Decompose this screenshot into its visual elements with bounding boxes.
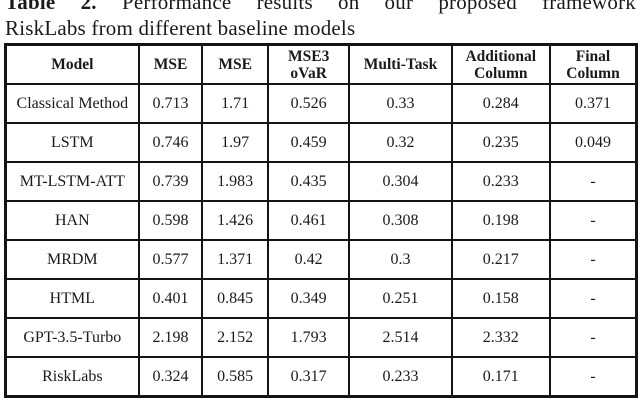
- value-cell: 0.324: [137, 356, 204, 398]
- table-row: LSTM 0.746 1.97 0.459 0.32 0.235 0.049: [4, 122, 638, 163]
- value-cell: 0.158: [450, 278, 552, 319]
- table-caption: Table 2. Performance results on our prop…: [5, 0, 636, 41]
- value-cell: 0.746: [137, 122, 204, 163]
- model-name-cell: HTML: [4, 278, 140, 319]
- value-cell: 0.33: [348, 83, 453, 124]
- value-cell: 1.71: [201, 83, 269, 124]
- value-cell: 0.435: [266, 161, 351, 202]
- value-cell: -: [549, 200, 638, 241]
- value-cell: 0.585: [201, 356, 269, 398]
- value-cell: 0.349: [266, 278, 351, 319]
- value-cell: 0.845: [201, 278, 269, 319]
- column-header: Additional Column: [450, 43, 552, 85]
- table-body: Classical Method 0.713 1.71 0.526 0.33 0.284 0…: [4, 83, 638, 398]
- value-cell: 0.251: [348, 278, 453, 319]
- column-header: Model: [4, 43, 140, 85]
- value-cell: 2.332: [450, 317, 552, 358]
- value-cell: 2.514: [348, 317, 453, 358]
- column-header: Final Column: [549, 43, 638, 85]
- value-cell: 0.42: [266, 239, 351, 280]
- value-cell: 0.049: [549, 122, 638, 163]
- caption-label: Table 2.: [5, 0, 97, 14]
- caption-line-2: RiskLabs from different baseline models: [5, 16, 356, 40]
- column-header: MSE3 oVaR: [266, 43, 351, 85]
- value-cell: 1.371: [201, 239, 269, 280]
- value-cell: 2.198: [137, 317, 204, 358]
- value-cell: 0.217: [450, 239, 552, 280]
- model-name-cell: RiskLabs: [4, 356, 140, 398]
- value-cell: 0.526: [266, 83, 351, 124]
- caption-text: Performance results on our proposed fram…: [121, 0, 636, 14]
- value-cell: 0.304: [348, 161, 453, 202]
- value-cell: 0.401: [137, 278, 204, 319]
- table-row: HTML 0.401 0.845 0.349 0.251 0.158-: [4, 278, 638, 319]
- model-name-cell: MRDM: [4, 239, 140, 280]
- table-row: MRDM 0.577 1.371 0.42 0.3 0.217-: [4, 239, 638, 280]
- table-row: HAN 0.598 1.426 0.461 0.308 0.198-: [4, 200, 638, 241]
- table-row: RiskLabs 0.324 0.585 0.317 0.233 0.171-: [4, 356, 638, 398]
- value-cell: 0.171: [450, 356, 552, 398]
- value-cell: -: [549, 278, 638, 319]
- value-cell: 0.233: [348, 356, 453, 398]
- value-cell: 0.739: [137, 161, 204, 202]
- value-cell: 0.198: [450, 200, 552, 241]
- value-cell: 0.32: [348, 122, 453, 163]
- value-cell: 0.3: [348, 239, 453, 280]
- header-row: Model MSE MSE MSE3 oVaR Multi-Task Additional…: [4, 43, 638, 85]
- value-cell: 0.233: [450, 161, 552, 202]
- value-cell: 0.284: [450, 83, 552, 124]
- value-cell: 0.461: [266, 200, 351, 241]
- value-cell: 0.317: [266, 356, 351, 398]
- value-cell: 0.308: [348, 200, 453, 241]
- column-header: MSE: [201, 43, 269, 85]
- column-header: Multi-Task: [348, 43, 453, 85]
- value-cell: 1.97: [201, 122, 269, 163]
- value-cell: 0.235: [450, 122, 552, 163]
- value-cell: -: [549, 239, 638, 280]
- value-cell: 2.152: [201, 317, 269, 358]
- value-cell: -: [549, 161, 638, 202]
- table-row: Classical Method 0.713 1.71 0.526 0.33 0.284 0…: [4, 83, 638, 124]
- value-cell: 0.713: [137, 83, 204, 124]
- model-name-cell: LSTM: [4, 122, 140, 163]
- value-cell: -: [549, 317, 638, 358]
- value-cell: 0.577: [137, 239, 204, 280]
- table-row: GPT-3.5-Turbo 2.198 2.152 1.793 2.514 2.332-: [4, 317, 638, 358]
- table-row: MT-LSTM-ATT 0.739 1.983 0.435 0.304 0.233-: [4, 161, 638, 202]
- caption-line-1: Table 2. Performance results on our prop…: [5, 0, 636, 15]
- model-name-cell: GPT-3.5-Turbo: [4, 317, 140, 358]
- column-header: MSE: [137, 43, 204, 85]
- value-cell: 1.426: [201, 200, 269, 241]
- value-cell: 0.459: [266, 122, 351, 163]
- model-name-cell: MT-LSTM-ATT: [4, 161, 140, 202]
- model-name-cell: HAN: [4, 200, 140, 241]
- results-table: Model MSE MSE MSE3 oVaR Multi-Task Additional…: [4, 43, 638, 398]
- value-cell: 1.983: [201, 161, 269, 202]
- value-cell: 0.598: [137, 200, 204, 241]
- value-cell: 1.793: [266, 317, 351, 358]
- model-name-cell: Classical Method: [4, 83, 140, 124]
- value-cell: -: [549, 356, 638, 398]
- value-cell: 0.371: [549, 83, 638, 124]
